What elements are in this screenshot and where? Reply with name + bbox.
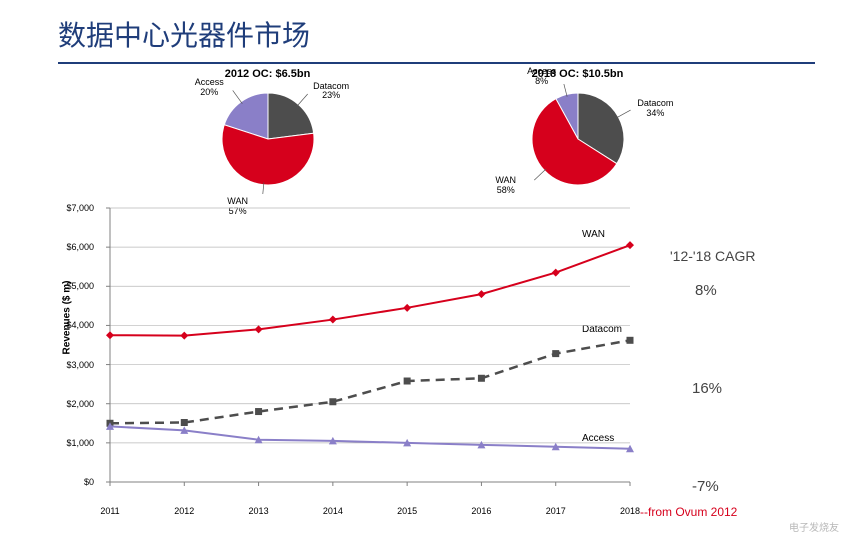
pie-2018-chart: Access8%Datacom34%WAN58% xyxy=(518,84,638,194)
x-tick: 2016 xyxy=(471,502,491,516)
y-tick: $3,000 xyxy=(66,360,100,370)
y-axis-label: Revenues ($ m) xyxy=(61,281,72,355)
y-tick: $4,000 xyxy=(66,320,100,330)
y-tick: $1,000 xyxy=(66,438,100,448)
x-tick: 2014 xyxy=(323,502,343,516)
x-tick: 2013 xyxy=(249,502,269,516)
y-tick: $5,000 xyxy=(66,281,100,291)
y-tick: $7,000 xyxy=(66,203,100,213)
x-tick: 2012 xyxy=(174,502,194,516)
pie-charts-row: 2012 OC: $6.5bn Access20%Datacom23%WAN57… xyxy=(0,68,845,194)
pie-slice-label: Access20% xyxy=(195,78,224,98)
x-tick: 2015 xyxy=(397,502,417,516)
cagr-access: -7% xyxy=(692,478,719,495)
cagr-wan: 8% xyxy=(695,282,717,299)
pie-2018: 2018 OC: $10.5bn Access8%Datacom34%WAN58… xyxy=(468,68,688,194)
pie-2012-title: 2012 OC: $6.5bn xyxy=(225,68,311,80)
pie-slice-label: Access8% xyxy=(527,67,556,87)
y-tick: $6,000 xyxy=(66,242,100,252)
source-text: --from Ovum 2012 xyxy=(640,505,737,519)
x-tick: 2018 xyxy=(620,502,640,516)
y-tick: $2,000 xyxy=(66,399,100,409)
watermark: 电子发烧友 xyxy=(789,519,839,534)
line-chart: Revenues ($ m) $0$1,000$2,000$3,000$4,00… xyxy=(100,202,640,502)
y-tick: $0 xyxy=(84,477,100,487)
pie-slice-label: WAN58% xyxy=(495,176,516,196)
pie-slice-label: Datacom34% xyxy=(637,99,673,119)
pie-2012-chart: Access20%Datacom23%WAN57% xyxy=(208,84,328,194)
page-title: 数据中心光器件市场 xyxy=(0,0,845,62)
x-tick: 2011 xyxy=(100,502,119,516)
cagr-header: '12-'18 CAGR xyxy=(670,248,756,264)
cagr-datacom: 16% xyxy=(692,380,722,397)
pie-slice-label: Datacom23% xyxy=(313,82,349,102)
x-tick: 2017 xyxy=(546,502,566,516)
pie-2012: 2012 OC: $6.5bn Access20%Datacom23%WAN57… xyxy=(158,68,378,194)
title-underline xyxy=(58,62,815,64)
